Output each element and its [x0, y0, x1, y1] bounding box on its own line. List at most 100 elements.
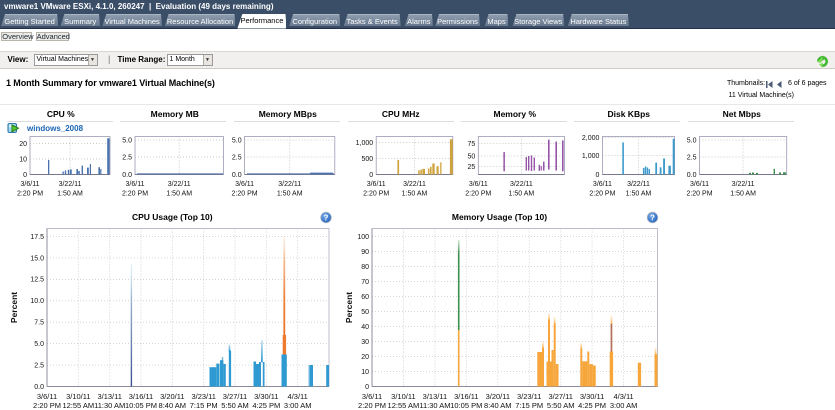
- svg-text:60: 60: [361, 294, 369, 301]
- svg-text:3/22/11: 3/22/11: [278, 181, 301, 188]
- svg-text:1,000: 1,000: [356, 140, 374, 147]
- svg-text:3/22/11: 3/22/11: [627, 181, 650, 188]
- svg-text:3/22/11: 3/22/11: [732, 181, 755, 188]
- svg-text:0: 0: [369, 172, 373, 179]
- svg-text:11:30 AM: 11:30 AM: [419, 401, 450, 410]
- svg-text:3/6/11: 3/6/11: [126, 181, 145, 188]
- svg-text:3/23/11: 3/23/11: [517, 392, 541, 401]
- svg-text:0.0: 0.0: [687, 172, 697, 179]
- svg-text:1:50 AM: 1:50 AM: [402, 191, 428, 198]
- svg-text:2.5: 2.5: [687, 154, 697, 161]
- svg-text:3/13/11: 3/13/11: [97, 392, 121, 401]
- svg-text:30: 30: [361, 339, 369, 346]
- svg-text:2:20 PM: 2:20 PM: [358, 401, 386, 410]
- svg-text:5.0: 5.0: [232, 137, 242, 144]
- svg-text:10.0: 10.0: [30, 298, 44, 305]
- svg-text:20: 20: [361, 354, 369, 361]
- svg-text:3/27/11: 3/27/11: [223, 392, 247, 401]
- svg-text:10: 10: [361, 369, 369, 376]
- svg-text:70: 70: [361, 279, 369, 286]
- svg-text:2.5: 2.5: [232, 154, 242, 161]
- svg-text:40: 40: [361, 324, 369, 331]
- svg-text:2:20 PM: 2:20 PM: [232, 191, 258, 198]
- svg-text:3/30/11: 3/30/11: [254, 392, 278, 401]
- svg-text:2:20 PM: 2:20 PM: [686, 191, 712, 198]
- svg-text:3:00 AM: 3:00 AM: [284, 401, 312, 410]
- svg-text:2:20 PM: 2:20 PM: [17, 191, 43, 198]
- svg-text:1:50 AM: 1:50 AM: [730, 191, 756, 198]
- svg-text:3/23/11: 3/23/11: [191, 392, 215, 401]
- svg-text:3/6/11: 3/6/11: [37, 392, 57, 401]
- svg-text:1:50 AM: 1:50 AM: [509, 191, 535, 198]
- svg-text:3/13/11: 3/13/11: [423, 392, 447, 401]
- svg-text:1:50 AM: 1:50 AM: [626, 191, 652, 198]
- svg-text:1:50 AM: 1:50 AM: [277, 191, 303, 198]
- svg-text:3/22/11: 3/22/11: [59, 181, 82, 188]
- svg-text:11:30 AM: 11:30 AM: [94, 401, 125, 410]
- svg-text:4:25 PM: 4:25 PM: [252, 401, 280, 410]
- svg-text:Percent: Percent: [344, 292, 354, 323]
- svg-text:3/22/11: 3/22/11: [168, 181, 191, 188]
- svg-text:80: 80: [361, 264, 369, 271]
- svg-text:3/16/11: 3/16/11: [129, 392, 153, 401]
- svg-text:2,000: 2,000: [582, 135, 600, 142]
- svg-text:3/22/11: 3/22/11: [510, 181, 533, 188]
- svg-text:3/16/11: 3/16/11: [454, 392, 478, 401]
- svg-text:7:15 PM: 7:15 PM: [190, 401, 218, 410]
- svg-text:5:50 AM: 5:50 AM: [221, 401, 249, 410]
- svg-text:0.0: 0.0: [122, 172, 132, 179]
- svg-text:2:20 PM: 2:20 PM: [363, 191, 389, 198]
- svg-text:3/20/11: 3/20/11: [160, 392, 184, 401]
- svg-text:4/3/11: 4/3/11: [288, 392, 308, 401]
- svg-text:Memory Usage (Top 10): Memory Usage (Top 10): [452, 212, 547, 222]
- svg-text:90: 90: [361, 249, 369, 256]
- svg-text:0: 0: [365, 384, 369, 391]
- svg-text:12:55 AM: 12:55 AM: [388, 401, 420, 410]
- svg-text:3/6/11: 3/6/11: [235, 181, 254, 188]
- svg-text:8:40 AM: 8:40 AM: [159, 401, 187, 410]
- svg-text:12.5: 12.5: [30, 277, 44, 284]
- svg-text:3/6/11: 3/6/11: [690, 181, 709, 188]
- svg-text:1:50 AM: 1:50 AM: [57, 191, 83, 198]
- svg-text:2:20 PM: 2:20 PM: [122, 191, 148, 198]
- svg-text:7.5: 7.5: [34, 320, 44, 327]
- svg-text:50: 50: [468, 153, 476, 160]
- svg-text:0.0: 0.0: [232, 172, 242, 179]
- svg-text:3/6/11: 3/6/11: [21, 181, 40, 188]
- svg-text:CPU Usage (Top 10): CPU Usage (Top 10): [132, 212, 213, 222]
- svg-text:2:20 PM: 2:20 PM: [465, 191, 491, 198]
- svg-text:2:20 PM: 2:20 PM: [33, 401, 61, 410]
- svg-text:?: ?: [324, 214, 329, 223]
- svg-text:0: 0: [595, 172, 599, 179]
- svg-text:10: 10: [19, 156, 27, 163]
- svg-text:17.5: 17.5: [30, 234, 44, 241]
- svg-text:3/10/11: 3/10/11: [391, 392, 415, 401]
- svg-text:1,000: 1,000: [582, 153, 600, 160]
- svg-text:5:50 AM: 5:50 AM: [547, 401, 575, 410]
- svg-text:5.0: 5.0: [122, 137, 132, 144]
- svg-text:4:25 PM: 4:25 PM: [578, 401, 606, 410]
- svg-text:3:00 AM: 3:00 AM: [610, 401, 638, 410]
- svg-text:2.5: 2.5: [34, 363, 44, 370]
- svg-text:10:05 PM: 10:05 PM: [450, 401, 482, 410]
- svg-text:3/6/11: 3/6/11: [593, 181, 612, 188]
- svg-text:10:05 PM: 10:05 PM: [125, 401, 157, 410]
- svg-text:7:15 PM: 7:15 PM: [515, 401, 543, 410]
- svg-text:5.0: 5.0: [687, 137, 697, 144]
- svg-text:?: ?: [650, 214, 655, 223]
- svg-text:1:50 AM: 1:50 AM: [166, 191, 192, 198]
- svg-text:3/10/11: 3/10/11: [66, 392, 90, 401]
- svg-text:2.5: 2.5: [122, 154, 132, 161]
- svg-text:0: 0: [23, 172, 27, 179]
- svg-text:3/6/11: 3/6/11: [367, 181, 386, 188]
- svg-text:15.0: 15.0: [30, 255, 44, 262]
- svg-text:3/6/11: 3/6/11: [362, 392, 382, 401]
- svg-text:3/20/11: 3/20/11: [486, 392, 510, 401]
- svg-text:500: 500: [362, 156, 374, 163]
- svg-text:12:55 AM: 12:55 AM: [62, 401, 94, 410]
- svg-text:Percent: Percent: [9, 292, 19, 323]
- svg-text:25: 25: [468, 164, 476, 171]
- svg-text:5.0: 5.0: [34, 341, 44, 348]
- svg-text:75: 75: [468, 141, 476, 148]
- svg-text:3/6/11: 3/6/11: [469, 181, 488, 188]
